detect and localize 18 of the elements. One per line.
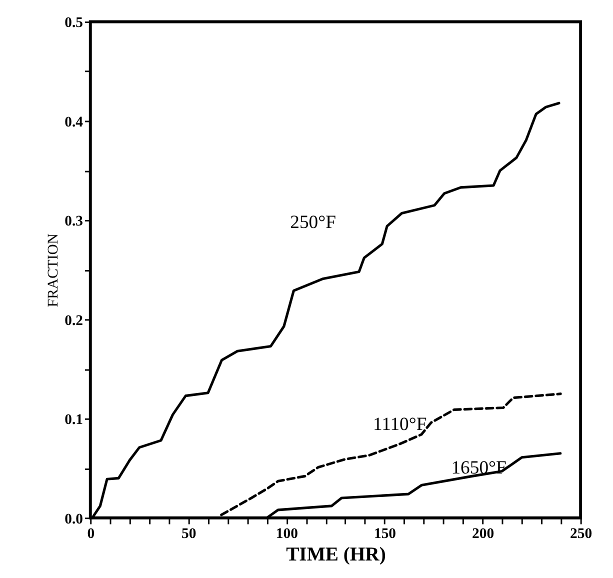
y-tick-label: 0.2 [64,312,84,329]
y-axis-title: FRACTION [46,233,62,308]
series-label: 1650°F [451,457,506,478]
y-tick-label: 0.1 [64,412,84,428]
x-tick-label: 100 [276,526,298,542]
x-tick-label: 0 [87,526,95,542]
x-tick-label: 50 [182,526,196,542]
y-tick-label: 0.4 [64,114,84,130]
line-series [220,392,562,516]
y-tick-label: 0.0 [64,511,84,528]
series-label: 250°F [290,212,336,234]
x-tick-label: 250 [570,526,592,542]
y-tick-label: 0.3 [64,214,84,230]
series-label: 1110°F [372,414,427,435]
x-axis-title: TIME (HR) [286,544,386,566]
x-tick-label: 150 [374,526,396,542]
x-tick-label: 200 [472,526,494,542]
y-tick-label: 0.5 [64,15,84,32]
